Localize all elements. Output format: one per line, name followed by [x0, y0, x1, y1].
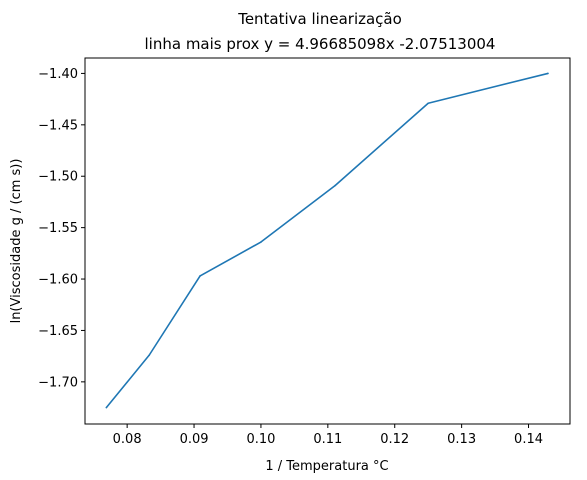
- data-point: [260, 241, 262, 243]
- data-point: [547, 72, 549, 75]
- data-point: [334, 184, 336, 187]
- plot-area: 0.08 0.09 0.10 0.11 0.12 0.13 0.14 −1.70−1.65−…: [38, 57, 571, 447]
- x-tick-label: 0.08: [113, 432, 142, 447]
- x-tick-label: 0.11: [313, 432, 342, 447]
- series-line-0: [105, 72, 549, 409]
- y-tick-label: −1.40: [38, 67, 78, 82]
- y-axis-ticks: −1.70 −1.65 −1.60 −1.55 −1.50 −1.45 −1.40: [38, 67, 85, 390]
- x-tick-label: 0.13: [447, 432, 476, 447]
- x-tick-label: 0.12: [380, 432, 409, 447]
- x-axis-label: 1 / Temperatura °C: [265, 459, 388, 474]
- x-axis-ticks: 0.08 0.09 0.10 0.11 0.12 0.13 0.14: [113, 424, 543, 447]
- plot-frame: [84, 57, 571, 425]
- data-point: [105, 406, 108, 409]
- y-tick-label: −1.45: [38, 118, 78, 133]
- y-tick-label: −1.65: [38, 324, 78, 339]
- data-point: [148, 354, 151, 356]
- y-tick-label: −1.55: [38, 221, 78, 236]
- series-layer: [105, 72, 549, 409]
- y-tick-label: −1.60: [38, 273, 78, 288]
- data-point: [199, 275, 201, 277]
- data-point: [427, 102, 429, 105]
- x-tick-label: 0.09: [180, 432, 209, 447]
- y-tick-label: −1.70: [38, 375, 78, 390]
- y-axis-label: ln(Viscosidade g / (cm s)): [9, 159, 24, 324]
- x-tick-label: 0.10: [246, 432, 275, 447]
- chart-subtitle: linha mais prox y = 4.96685098x -2.07513…: [145, 35, 496, 53]
- y-tick-label: −1.50: [38, 170, 78, 185]
- x-tick-label: 0.14: [514, 432, 543, 447]
- chart-title: Tentativa linearização: [237, 10, 402, 28]
